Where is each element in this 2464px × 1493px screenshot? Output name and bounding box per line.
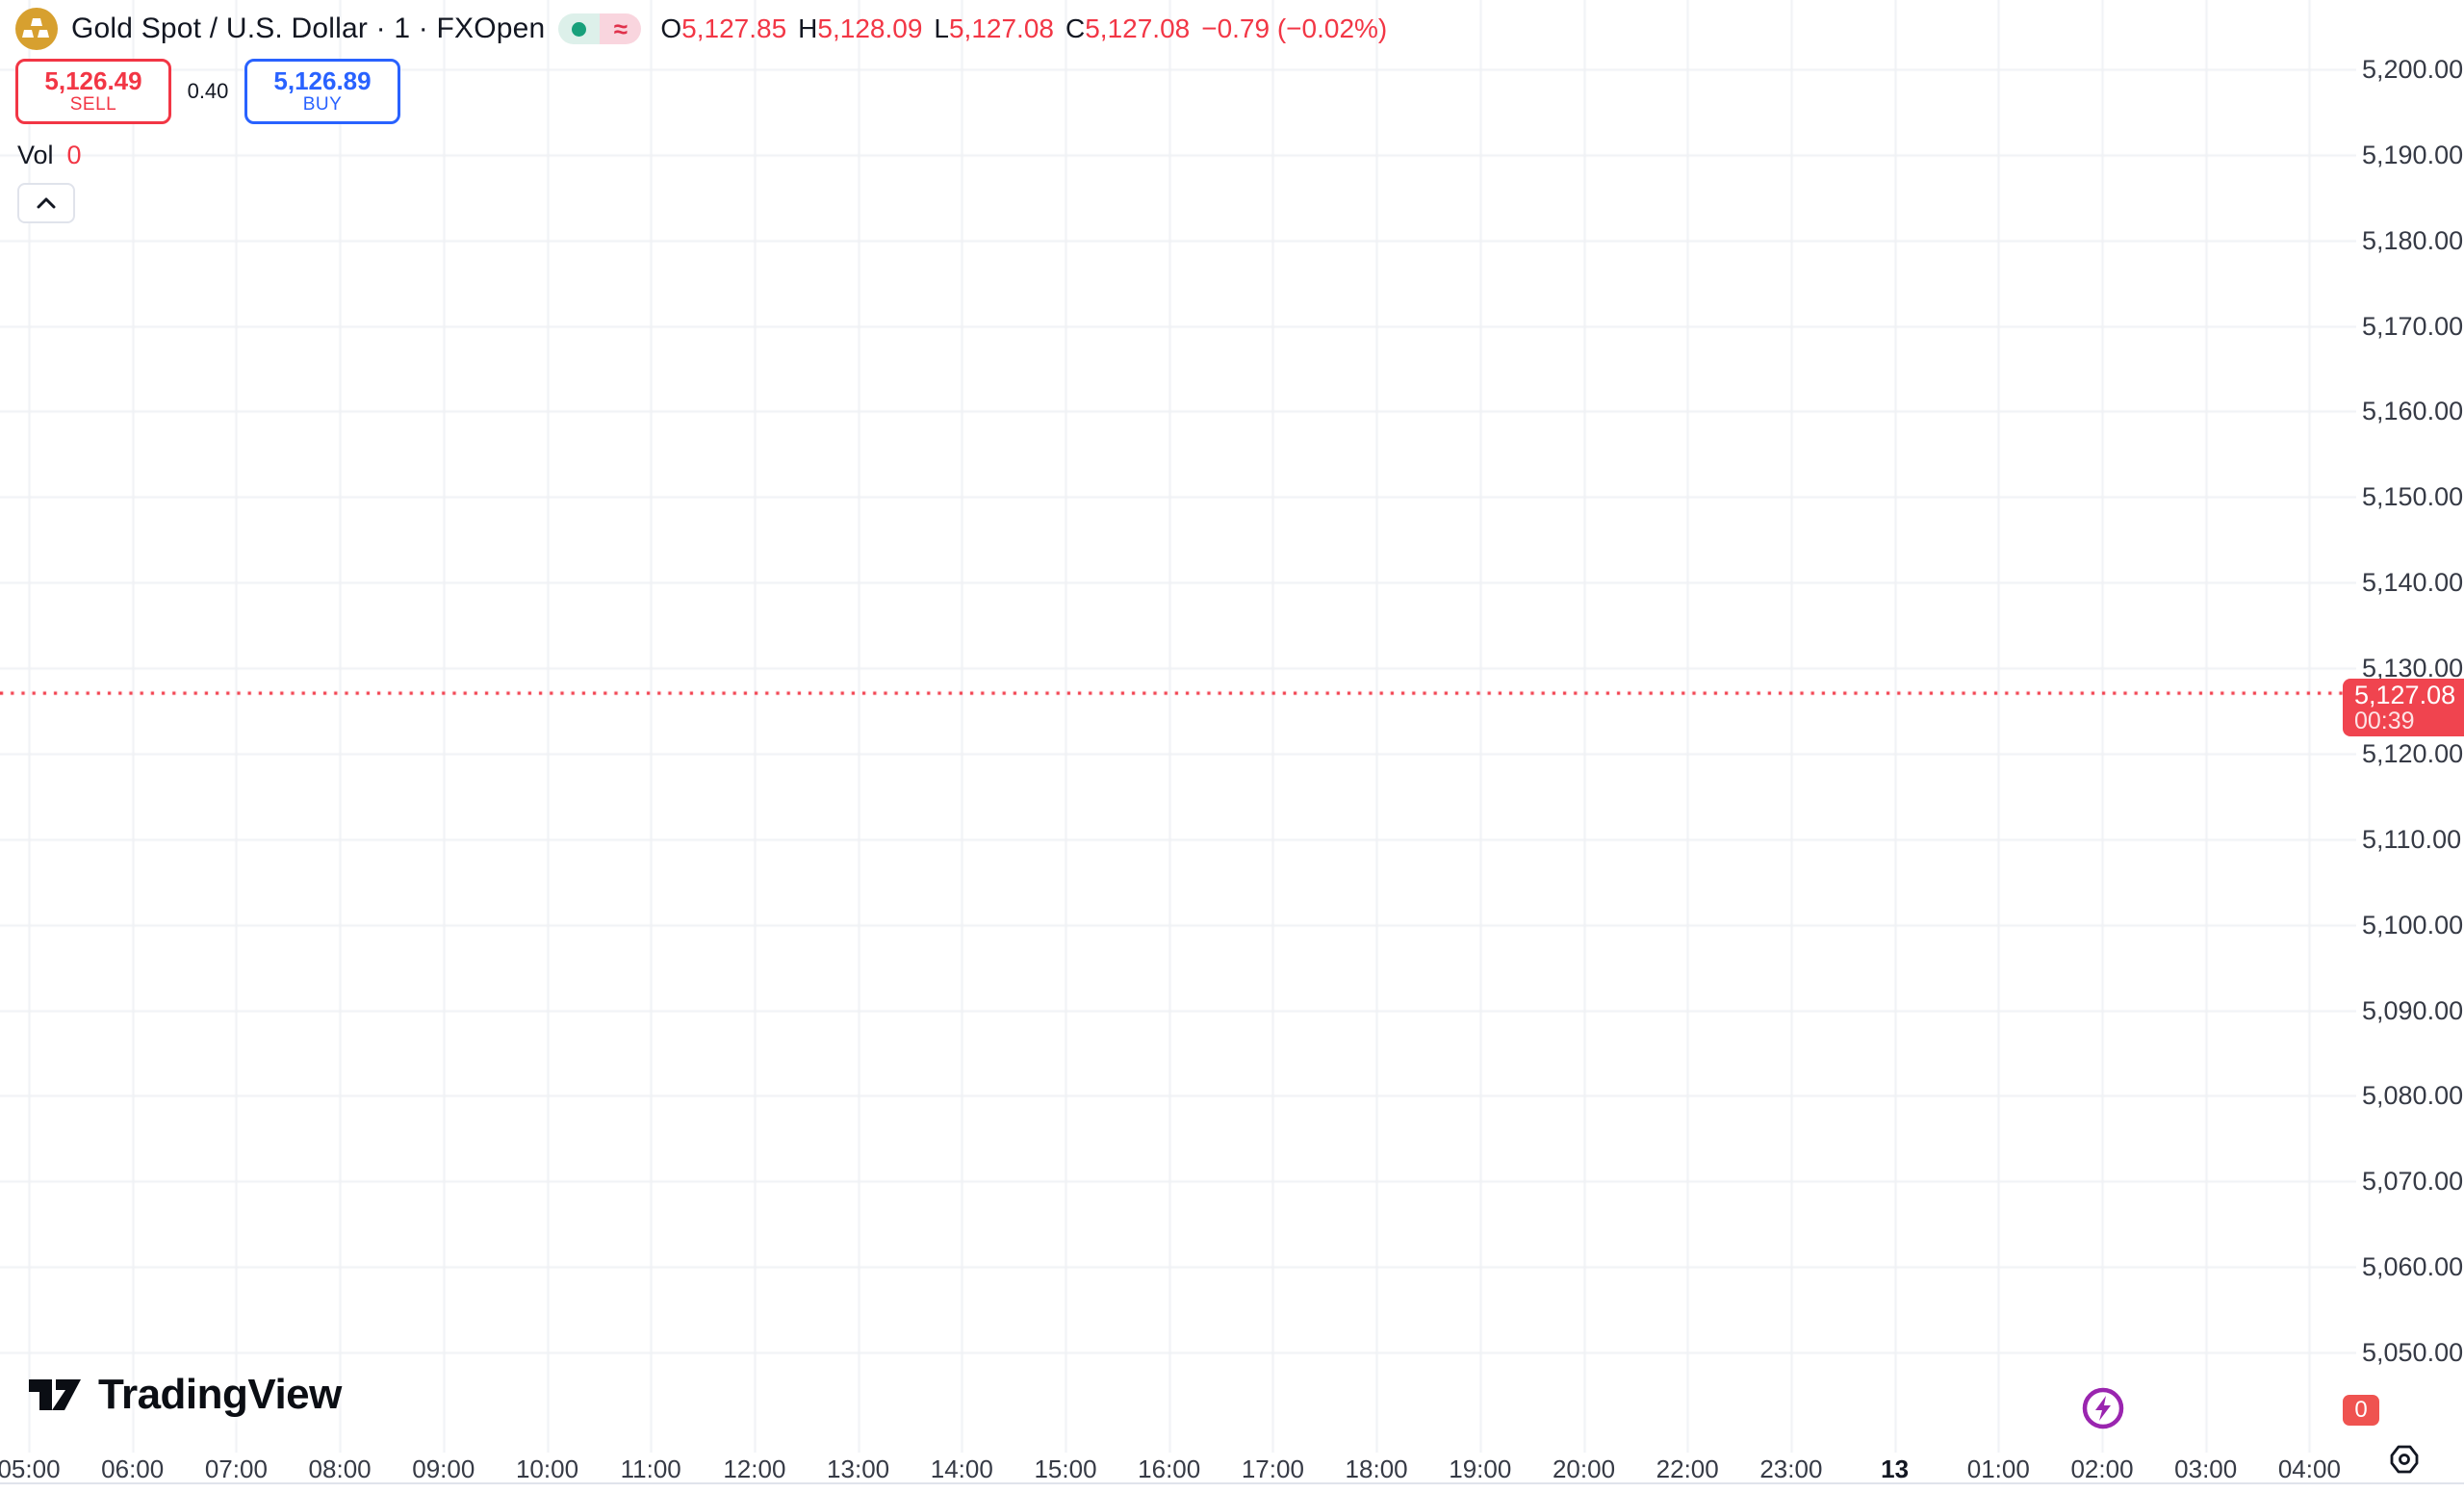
time-axis-label: 23:00 [1759,1454,1823,1483]
volume-label: Vol [17,141,54,169]
chart-legend: Gold Spot / U.S. Dollar · 1 · FXOpen ≈ O… [15,8,1387,50]
time-axis-label: 01:00 [1966,1454,2030,1483]
volume-value: 0 [66,141,82,169]
spread-value: 0.40 [187,79,229,103]
time-axis-label: 19:00 [1449,1454,1512,1483]
volume-indicator: Vol 0 [17,141,82,170]
bar-countdown: 00:39 [2354,708,2415,735]
axis-settings-button[interactable] [2387,1442,2422,1477]
price-axis-label: 5,150.00 [2362,482,2464,512]
axis-bottom-border [0,1482,2464,1484]
instant-order-button[interactable] [2081,1386,2125,1430]
time-axis-label: 17:00 [1241,1454,1304,1483]
sell-button[interactable]: 5,126.49 SELL [15,59,171,124]
price-axis-label: 5,090.00 [2362,995,2464,1025]
time-axis-label: 10:00 [515,1454,579,1483]
market-open-dot-icon [558,13,601,44]
price-axis-label: 5,080.00 [2362,1081,2464,1111]
price-axis-label: 5,190.00 [2362,140,2464,169]
time-axis-label: 15:00 [1034,1454,1097,1483]
market-status-pill[interactable]: ≈ [558,13,642,44]
price-axis-label: 5,170.00 [2362,311,2464,341]
time-axis-label: 09:00 [412,1454,475,1483]
time-axis-label: 18:00 [1345,1454,1408,1483]
price-axis-label: 5,060.00 [2362,1252,2464,1282]
collapse-panel-button[interactable] [17,183,75,223]
price-axis-label: 5,140.00 [2362,568,2464,598]
price-axis-label: 5,120.00 [2362,738,2464,768]
price-axis-label: 5,050.00 [2362,1338,2464,1368]
tradingview-mark-icon [29,1379,81,1410]
high-value: 5,128.09 [817,13,923,43]
price-chart-canvas[interactable] [0,0,2356,1485]
last-price-value: 5,127.08 [2354,680,2456,709]
last-price-tag: 5,127.08 00:39 [2343,679,2464,736]
time-axis-label: 16:00 [1138,1454,1201,1483]
time-axis-label: 14:00 [930,1454,993,1483]
close-value: 5,127.08 [1085,13,1191,43]
delayed-data-icon: ≈ [600,13,642,44]
open-value: 5,127.85 [681,13,787,43]
time-axis-label: 13:00 [827,1454,890,1483]
lightning-bolt-icon [2082,1387,2124,1429]
time-axis-label: 06:00 [101,1454,165,1483]
time-axis-label: 08:00 [308,1454,372,1483]
price-axis-label: 5,070.00 [2362,1167,2464,1197]
price-axis-label: 5,100.00 [2362,910,2464,940]
time-axis-label: 20:00 [1552,1454,1616,1483]
buy-button[interactable]: 5,126.89 BUY [244,59,400,124]
time-axis-label: 11:00 [620,1454,681,1483]
low-value: 5,127.08 [948,13,1054,43]
time-axis-label: 13 [1881,1454,1910,1483]
gold-symbol-icon [15,8,58,50]
price-axis-label: 5,130.00 [2362,654,2464,683]
change-value: −0.79 (−0.02%) [1201,13,1388,43]
time-axis-label: 12:00 [723,1454,786,1483]
zero-badge: 0 [2343,1395,2379,1426]
price-axis-label: 5,160.00 [2362,397,2464,426]
symbol-title[interactable]: Gold Spot / U.S. Dollar · 1 · FXOpen [71,13,546,44]
price-axis-label: 5,180.00 [2362,225,2464,255]
chevron-up-icon [37,197,56,209]
tradingview-wordmark: TradingView [98,1371,342,1418]
time-axis-label: 04:00 [2277,1454,2341,1483]
time-axis-label: 05:00 [0,1454,61,1483]
time-axis-label: 03:00 [2174,1454,2238,1483]
trade-panel: 5,126.49 SELL 0.40 5,126.89 BUY [15,59,400,124]
time-axis-label: 22:00 [1656,1454,1719,1483]
time-axis[interactable]: 05:00 06:00 07:00 08:00 09:00 10:00 11:00 12:00… [0,1453,2464,1493]
time-axis-label: 02:00 [2070,1454,2134,1483]
price-axis-label: 5,200.00 [2362,55,2464,84]
price-axis-label: 5,110.00 [2362,824,2462,854]
tradingview-logo[interactable]: TradingView [27,1371,342,1419]
time-axis-label: 07:00 [204,1454,268,1483]
gear-icon [2390,1445,2419,1474]
ohlc-readout: O5,127.85 H5,128.09 L5,127.08 C5,127.08 … [660,13,1388,43]
